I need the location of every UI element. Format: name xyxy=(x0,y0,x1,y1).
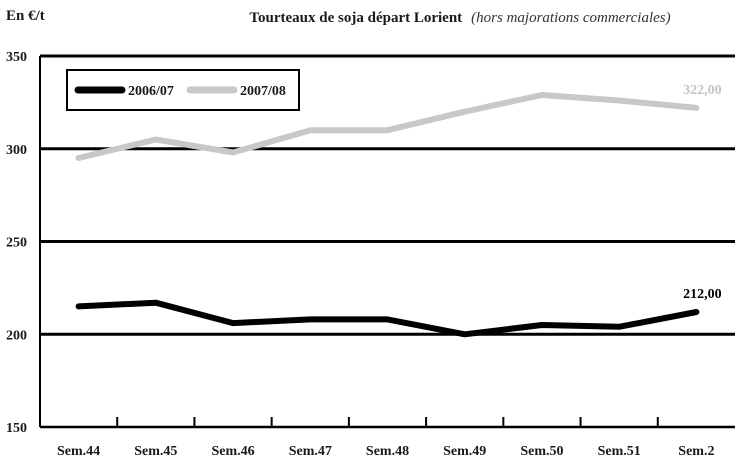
x-tick-label-sem-47: Sem.47 xyxy=(289,444,332,459)
legend-label-2006-07: 2006/07 xyxy=(128,84,174,99)
y-tick-label-200: 200 xyxy=(6,328,27,343)
x-tick-label-sem-50: Sem.50 xyxy=(520,444,563,459)
y-tick-label-150: 150 xyxy=(6,421,27,436)
chart-title-subtitle: (hors majorations commerciales) xyxy=(471,10,670,26)
data-labels: 212,00 322,00 xyxy=(683,83,722,302)
series-line-2006-07 xyxy=(75,299,700,338)
x-tick-label-sem-48: Sem.48 xyxy=(366,444,409,459)
y-tick-label-250: 250 xyxy=(6,236,27,251)
series-lines xyxy=(75,92,700,338)
x-tick-label-sem-2: Sem.2 xyxy=(678,444,714,459)
chart-title-main: Tourteaux de soja départ Lorient xyxy=(249,10,462,26)
data-label-2007-08: 322,00 xyxy=(683,83,722,98)
legend: 2006/07 2007/08 xyxy=(66,69,300,111)
legend-label-2007-08: 2007/08 xyxy=(240,84,286,99)
chart-title: Tourteaux de soja départ Lorient (hors m… xyxy=(249,9,670,26)
x-tick-label-sem-49: Sem.49 xyxy=(443,444,486,459)
axes: 150 200 250 300 350 Sem.44 Sem.45 Sem.46 Sem.47 S… xyxy=(6,50,735,459)
x-tick-label-sem-51: Sem.51 xyxy=(598,444,641,459)
y-tick-label-300: 300 xyxy=(6,143,27,158)
x-tick-label-sem-44: Sem.44 xyxy=(57,444,100,459)
y-tick-label-350: 350 xyxy=(6,50,27,65)
y-unit-label: En €/t xyxy=(6,8,45,24)
grid-lines xyxy=(40,54,735,336)
series-line-2007-08 xyxy=(75,92,700,161)
x-tick-label-sem-45: Sem.45 xyxy=(134,444,177,459)
x-tick-label-sem-46: Sem.46 xyxy=(211,444,254,459)
data-label-2006-07: 212,00 xyxy=(683,287,722,302)
